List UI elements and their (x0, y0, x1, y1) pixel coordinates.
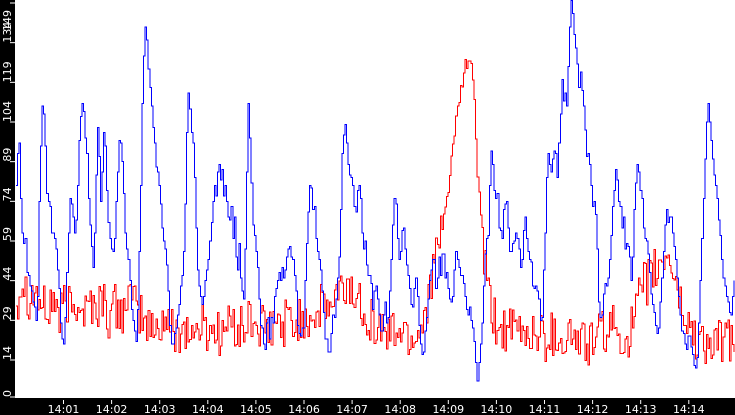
x-axis: 14:01 14:02 14:03 14:04 14:05 14:06 14:07 14:08… (48, 400, 705, 415)
y-tick-label: 14 (1, 346, 14, 360)
x-tick-label: 14:02 (96, 403, 128, 415)
x-tick-label: 14:06 (288, 403, 320, 415)
series-red-line (16, 59, 735, 366)
series-group (16, 0, 735, 382)
y-tick-label: 149 (1, 10, 14, 31)
y-tick-label: 59 (1, 227, 14, 241)
x-tick-label: 14:13 (625, 403, 657, 415)
y-tick-label: 89 (1, 148, 14, 162)
x-tick-label: 14:14 (673, 403, 705, 415)
y-tick-label: 104 (1, 101, 14, 122)
y-tick-label: 119 (1, 61, 14, 82)
x-tick-label: 14:07 (336, 403, 368, 415)
x-tick-label: 14:12 (577, 403, 609, 415)
x-tick-label: 14:11 (529, 403, 561, 415)
x-tick-label: 14:08 (384, 403, 416, 415)
y-tick-label: 74 (1, 187, 14, 201)
x-tick-label: 14:04 (192, 403, 224, 415)
plot-area (15, 0, 735, 398)
y-tick-label: 0 (1, 390, 14, 397)
series-blue-line (16, 0, 735, 382)
y-tick-label: 134 (1, 22, 14, 43)
x-tick-label: 14:01 (48, 403, 80, 415)
y-tick-label: 29 (1, 306, 14, 320)
x-tick-label: 14:09 (432, 403, 464, 415)
y-tick-label: 44 (1, 267, 14, 281)
x-tick-label: 14:10 (481, 403, 513, 415)
x-tick-label: 14:05 (240, 403, 272, 415)
x-tick-label: 14:03 (144, 403, 176, 415)
